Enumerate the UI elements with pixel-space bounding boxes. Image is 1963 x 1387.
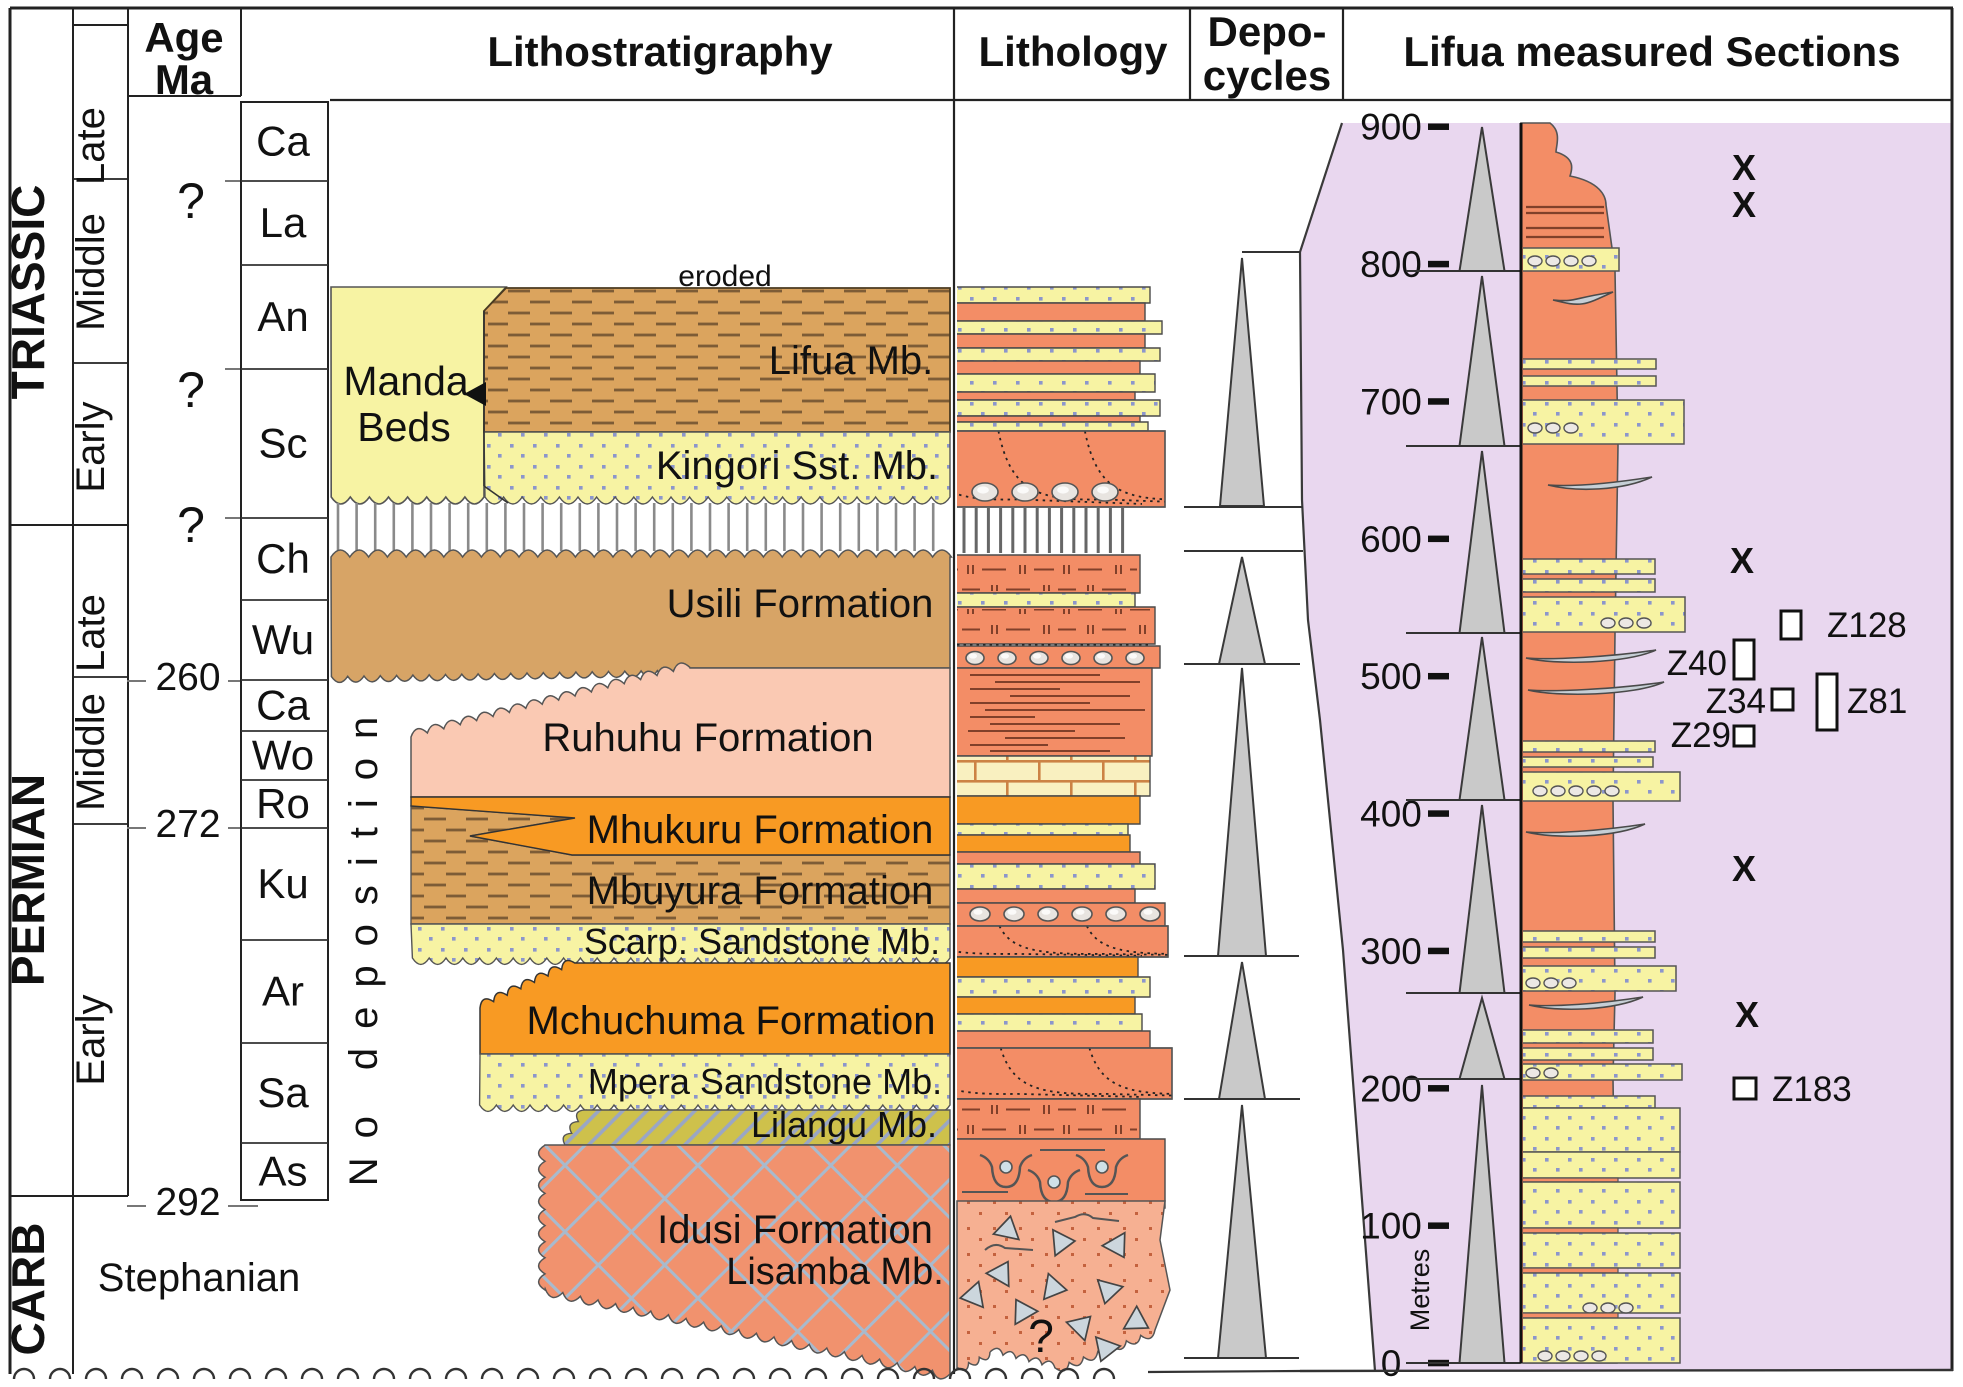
svg-text:Ch: Ch (256, 535, 310, 582)
svg-text:800: 800 (1360, 244, 1422, 285)
svg-text:Middle: Middle (69, 693, 113, 811)
svg-text:Late: Late (69, 594, 113, 672)
svg-text:Lilangu Mb.: Lilangu Mb. (751, 1104, 937, 1145)
svg-text:292: 292 (155, 1181, 220, 1224)
svg-text:Lifua Mb.: Lifua Mb. (769, 339, 934, 383)
svg-text:Z183: Z183 (1772, 1070, 1852, 1109)
svg-text:Usili Formation: Usili Formation (667, 582, 934, 626)
svg-text:Ku: Ku (257, 860, 308, 907)
svg-text:500: 500 (1360, 656, 1422, 697)
svg-text:Ro: Ro (256, 780, 310, 827)
svg-text:Late: Late (69, 107, 113, 185)
svg-text:300: 300 (1360, 931, 1422, 972)
svg-text:Wu: Wu (252, 616, 314, 663)
svg-text:X: X (1732, 184, 1756, 225)
svg-text:Ruhuhu Formation: Ruhuhu Formation (542, 716, 873, 760)
svg-text:Sa: Sa (257, 1069, 309, 1116)
svg-text:PERMIAN: PERMIAN (2, 774, 54, 986)
svg-text:Early: Early (69, 401, 113, 492)
svg-text:Ca: Ca (256, 118, 310, 165)
svg-text:CARB: CARB (2, 1223, 54, 1356)
svg-text:Ca: Ca (256, 682, 310, 729)
svg-text:An: An (257, 293, 308, 340)
svg-text:Ar: Ar (262, 968, 304, 1015)
svg-text:eroded: eroded (678, 260, 771, 293)
svg-text:Lifua measured Sections: Lifua measured Sections (1403, 28, 1900, 75)
svg-text:Manda: Manda (343, 358, 469, 404)
svg-text:Scarp. Sandstone Mb.: Scarp. Sandstone Mb. (584, 921, 940, 962)
svg-text:X: X (1730, 540, 1754, 581)
svg-text:Z40: Z40 (1667, 644, 1727, 683)
svg-text:600: 600 (1360, 519, 1422, 560)
svg-text:Kingori Sst. Mb.: Kingori Sst. Mb. (656, 444, 938, 488)
svg-text:Wo: Wo (252, 732, 314, 779)
svg-text:Mhukuru Formation: Mhukuru Formation (587, 808, 934, 852)
svg-text:?: ? (1028, 1310, 1054, 1362)
svg-text:Lithostratigraphy: Lithostratigraphy (487, 28, 833, 75)
svg-text:Lithology: Lithology (979, 28, 1169, 75)
svg-text:0: 0 (1381, 1343, 1402, 1384)
svg-text:100: 100 (1360, 1206, 1422, 1247)
svg-text:Mpera Sandstone Mb.: Mpera Sandstone Mb. (588, 1061, 942, 1102)
svg-text:Z34: Z34 (1706, 682, 1766, 721)
svg-text:Mchuchuma Formation: Mchuchuma Formation (526, 999, 935, 1043)
svg-text:900: 900 (1360, 107, 1422, 148)
svg-text:Age: Age (144, 14, 223, 61)
svg-text:Idusi Formation: Idusi Formation (657, 1208, 933, 1252)
svg-text:Z81: Z81 (1847, 682, 1907, 721)
svg-text:Metres: Metres (1405, 1249, 1435, 1332)
svg-text:?: ? (177, 497, 205, 553)
svg-text:Stephanian: Stephanian (98, 1256, 300, 1300)
svg-text:X: X (1735, 994, 1759, 1035)
svg-text:Ma: Ma (155, 56, 214, 103)
svg-text:272: 272 (155, 803, 220, 846)
svg-text:Early: Early (69, 994, 113, 1085)
svg-text:260: 260 (155, 656, 220, 699)
svg-text:X: X (1732, 848, 1756, 889)
svg-text:Z128: Z128 (1827, 606, 1907, 645)
svg-text:Z29: Z29 (1671, 716, 1731, 755)
svg-text:X: X (1732, 147, 1756, 188)
svg-text:TRIASSIC: TRIASSIC (2, 185, 54, 400)
svg-text:As: As (258, 1148, 307, 1195)
svg-text:700: 700 (1360, 381, 1422, 422)
svg-text:No deposition: No deposition (342, 698, 386, 1187)
svg-text:La: La (260, 199, 307, 246)
svg-text:Depo-: Depo- (1208, 8, 1327, 55)
svg-text:?: ? (177, 173, 205, 229)
svg-text:200: 200 (1360, 1068, 1422, 1109)
svg-text:Mbuyura Formation: Mbuyura Formation (587, 869, 934, 913)
svg-text:?: ? (177, 362, 205, 418)
svg-text:Sc: Sc (258, 420, 307, 467)
svg-text:Lisamba Mb.: Lisamba Mb. (726, 1251, 944, 1293)
svg-text:Beds: Beds (357, 404, 450, 450)
svg-text:Middle: Middle (69, 213, 113, 331)
svg-text:cycles: cycles (1203, 52, 1331, 99)
